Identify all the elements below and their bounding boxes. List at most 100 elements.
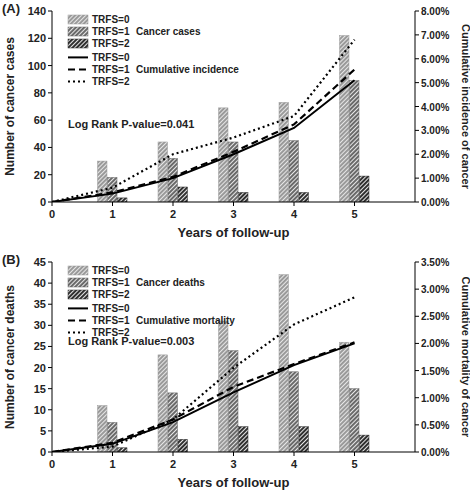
y-tick: [48, 367, 52, 368]
bar: [360, 176, 370, 202]
y-tick: [48, 409, 52, 410]
y-tick-label: 30: [34, 319, 46, 331]
y2-tick: [415, 424, 419, 425]
bar: [239, 427, 249, 452]
y2-tick-label: 1.50%: [421, 366, 449, 377]
y2-tick-label: 3.50%: [421, 257, 449, 268]
y-tick: [48, 388, 52, 389]
y-tick-label: 120: [28, 32, 46, 44]
axes: 0123450510152025303540450.00%0.50%1.00%1…: [34, 256, 450, 470]
legend: TRFS=0TRFS=1TRFS=2TRFS=0TRFS=1TRFS=2Canc…: [68, 14, 239, 87]
x-tick: [112, 452, 113, 456]
y2-tick: [415, 154, 419, 155]
y-tick-label: 0: [40, 196, 46, 208]
y-tick-label: 20: [34, 362, 46, 374]
bar: [239, 192, 249, 202]
x-tick-label: 0: [49, 458, 55, 470]
axes: 0123450204060801001201400.00%1.00%2.00%3…: [28, 5, 450, 220]
y-tick-label: 15: [34, 383, 46, 395]
y2-tick: [415, 11, 419, 12]
y-tick: [48, 283, 52, 284]
x-tick-label: 4: [291, 208, 298, 220]
legend-label: TRFS=1: [92, 315, 130, 326]
legend: TRFS=0TRFS=1TRFS=2TRFS=0TRFS=1TRFS=2Canc…: [68, 265, 235, 338]
y-tick: [48, 325, 52, 326]
y-tick-label: 5: [40, 425, 46, 437]
x-tick-label: 2: [170, 208, 176, 220]
legend-group-label: Cumulative mortality: [136, 315, 235, 326]
y-axis: [52, 262, 53, 452]
x-tick-label: 1: [109, 208, 115, 220]
y2-tick: [415, 452, 419, 453]
line: [52, 69, 355, 202]
y2-tick: [415, 397, 419, 398]
legend-swatch: [68, 266, 88, 275]
y2-tick-label: 2.50%: [421, 311, 449, 322]
y-tick: [48, 11, 52, 12]
y-axis-label: Number of cancer cases: [3, 37, 17, 176]
legend-swatch: [68, 15, 88, 24]
line: [52, 342, 355, 452]
y2-tick: [415, 316, 419, 317]
x-tick: [173, 202, 174, 206]
y2-tick-label: 3.00%: [421, 284, 449, 295]
x-tick: [294, 452, 295, 456]
x-tick-label: 3: [230, 208, 236, 220]
y-tick: [48, 65, 52, 66]
panel-label: (A): [2, 1, 20, 16]
panel-label: (B): [2, 252, 20, 267]
y2-tick-label: 1.00%: [421, 393, 449, 404]
bar: [158, 355, 168, 452]
bar: [219, 321, 229, 452]
y2-tick-label: 0.00%: [421, 197, 449, 208]
y2-tick-label: 5.00%: [421, 78, 449, 89]
legend-label: TRFS=2: [92, 289, 130, 300]
x-tick: [294, 202, 295, 206]
y2-tick: [415, 34, 419, 35]
y-tick-label: 40: [34, 277, 46, 289]
y2-tick-label: 6.00%: [421, 54, 449, 65]
x-tick: [233, 452, 234, 456]
x-tick: [173, 452, 174, 456]
y-tick: [48, 120, 52, 121]
legend-swatch: [68, 39, 88, 48]
bar: [340, 36, 350, 202]
legend-line: [68, 68, 88, 70]
x-tick-label: 5: [351, 458, 357, 470]
chart-panel: (A)0123450204060801001201400.00%1.00%2.0…: [2, 1, 470, 240]
bar: [168, 158, 178, 202]
y-tick: [48, 38, 52, 39]
bar: [299, 427, 309, 452]
y-tick: [48, 346, 52, 347]
line: [52, 40, 355, 202]
bar: [118, 448, 128, 452]
y-tick: [48, 92, 52, 93]
x-tick-label: 1: [109, 458, 115, 470]
x-tick-label: 3: [230, 458, 236, 470]
y-tick-label: 60: [34, 114, 46, 126]
x-axis-label: Years of follow-up: [178, 475, 290, 490]
legend-swatch: [68, 278, 88, 287]
x-tick: [233, 202, 234, 206]
bar: [289, 141, 299, 202]
bar: [350, 389, 360, 452]
legend-label: TRFS=1: [92, 277, 130, 288]
y-tick-label: 10: [34, 404, 46, 416]
y2-tick-label: 4.00%: [421, 102, 449, 113]
y-tick: [48, 430, 52, 431]
y-tick-label: 0: [40, 446, 46, 458]
y-tick: [48, 202, 52, 203]
bar: [178, 439, 188, 452]
legend-swatch: [68, 27, 88, 36]
y2-tick-label: 3.00%: [421, 125, 449, 136]
legend-group-label: Cancer cases: [136, 26, 201, 37]
legend-label: TRFS=0: [92, 303, 130, 314]
bar: [118, 198, 128, 202]
y2-tick: [415, 178, 419, 179]
y-tick: [48, 262, 52, 263]
y-tick: [48, 304, 52, 305]
y-tick: [48, 174, 52, 175]
y2-axis-label: Cumulative mortality of cancer: [460, 277, 470, 438]
y-tick: [48, 147, 52, 148]
bar: [289, 372, 299, 452]
